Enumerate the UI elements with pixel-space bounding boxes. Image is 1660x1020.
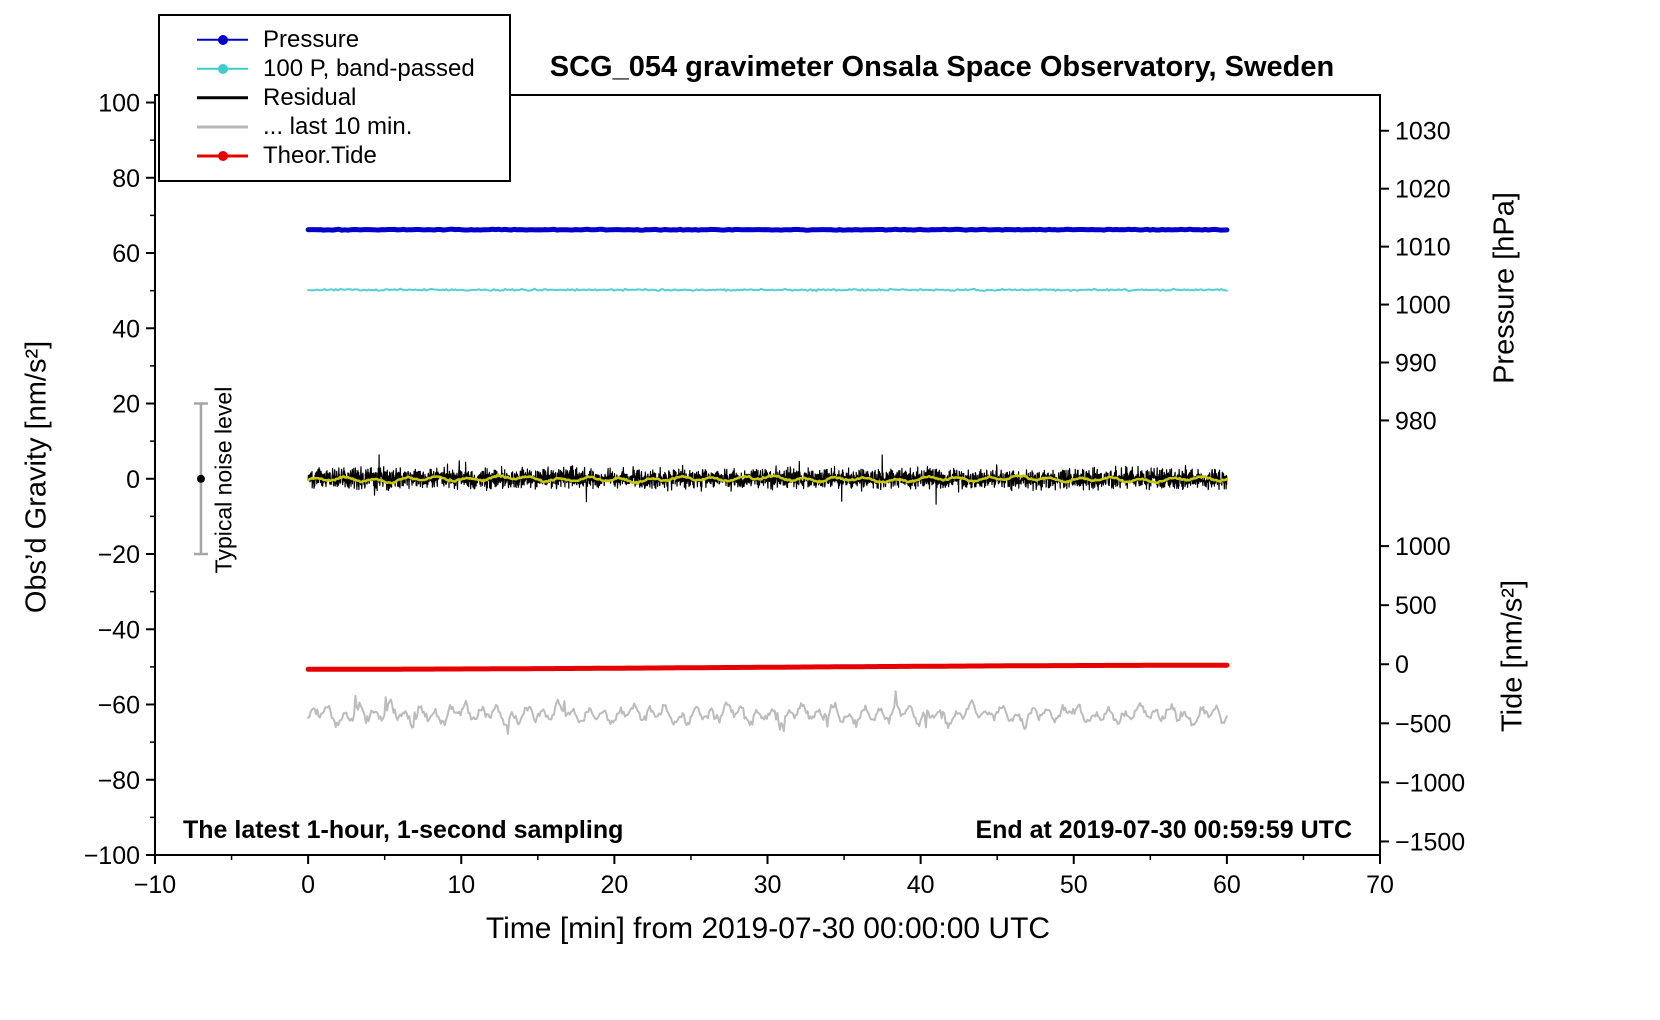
legend-entry-bandpassed-pressure: 100 P, band-passed (160, 54, 509, 83)
legend-label-bandpassed: 100 P, band-passed (263, 54, 475, 82)
bandpassed-marker-dot-icon (217, 63, 228, 74)
x-tick-label: −10 (134, 871, 176, 899)
tide-tick-label: 1000 (1395, 533, 1451, 561)
gravity-tick-label: −40 (98, 616, 140, 644)
tide-tick-label: −1500 (1395, 828, 1465, 856)
gravity-tick-label: −80 (98, 767, 140, 795)
tide-tick-label: 0 (1395, 651, 1409, 679)
residual-line-swatch (197, 92, 248, 103)
gravity-tick-label: −60 (98, 692, 140, 720)
chart-title: SCG_054 gravimeter Onsala Space Observat… (549, 51, 1335, 83)
pressure-tick-label: 1030 (1395, 118, 1451, 146)
gravity-tick-label: 40 (112, 315, 140, 343)
end-time-note: End at 2019-07-30 00:59:59 UTC (975, 816, 1352, 844)
legend-line-sample (197, 95, 248, 100)
series-residual-smoothed (306, 473, 1229, 485)
gravity-tick-label: −20 (98, 541, 140, 569)
pressure-tick-label: 990 (1395, 350, 1437, 378)
gravity-tick-label: 60 (112, 240, 140, 268)
axes: −10 0 10 20 30 40 50 60 70−100−80−60−40−20020406… (84, 90, 1466, 899)
bandpassed-line-swatch (197, 63, 248, 74)
noise-level-bar (193, 402, 208, 556)
pressure-tick-label: 1020 (1395, 176, 1451, 204)
tide-tick-label: 500 (1395, 592, 1437, 620)
legend-entry-pressure: Pressure (160, 25, 509, 54)
x-tick-label: 40 (907, 871, 935, 899)
x-tick-label: 60 (1213, 871, 1241, 899)
legend-label-last-10-min: ... last 10 min. (263, 112, 413, 140)
pressure-tick-label: 1000 (1395, 292, 1451, 320)
legend-entry-last-10-min: ... last 10 min. (160, 112, 509, 141)
x-tick-label: 10 (447, 871, 475, 899)
y-axis-label-tide: Tide [nm/s²] (1496, 579, 1529, 733)
x-tick-label: 20 (600, 871, 628, 899)
series-last-10-min (307, 690, 1228, 735)
gravity-tick-label: −100 (84, 842, 140, 870)
theor-tide-marker-dot-icon (217, 150, 228, 161)
legend-label-residual: Residual (263, 83, 357, 111)
y-axis-label-pressure: Pressure [hPa] (1488, 192, 1521, 384)
series-100-p-band-passed (307, 287, 1228, 293)
x-tick-label: 50 (1060, 871, 1088, 899)
y-axis-label-gravity: Obs’d Gravity [nm/s²] (20, 340, 53, 614)
tide-tick-label: −1000 (1395, 769, 1465, 797)
legend-box: Pressure 100 P, band-passed Residual ...… (158, 14, 511, 182)
tide-tick-label: −500 (1395, 710, 1451, 738)
noise-bar-dot (196, 474, 205, 483)
pressure-tick-label: 1010 (1395, 234, 1451, 262)
plot-frame (154, 94, 1381, 856)
theor-tide-line-swatch (197, 150, 248, 161)
legend-entry-theor-tide: Theor.Tide (160, 141, 509, 170)
series-theor-tide (305, 662, 1230, 672)
typical-noise-level-label: Typical noise level (210, 386, 237, 574)
gravity-tick-label: 20 (112, 391, 140, 419)
series-group (305, 226, 1230, 735)
gravity-tick-label: 100 (98, 90, 140, 118)
sampling-note: The latest 1-hour, 1-second sampling (183, 816, 624, 844)
gravity-tick-label: 0 (126, 466, 140, 494)
legend-label-theor-tide: Theor.Tide (263, 141, 377, 169)
pressure-tick-label: 980 (1395, 407, 1437, 435)
x-tick-label: 0 (301, 871, 315, 899)
legend-label-pressure: Pressure (263, 25, 360, 53)
x-tick-label: 70 (1366, 871, 1394, 899)
x-axis-label: Time [min] from 2019-07-30 00:00:00 UTC (485, 912, 1051, 945)
pressure-marker-dot-icon (217, 34, 228, 45)
series-pressure (305, 226, 1230, 233)
gravity-tick-label: 80 (112, 165, 140, 193)
x-tick-label: 30 (754, 871, 782, 899)
last10min-line-swatch (197, 121, 248, 132)
legend-line-sample (197, 125, 248, 128)
pressure-line-swatch (197, 34, 248, 45)
legend-entry-residual: Residual (160, 83, 509, 112)
